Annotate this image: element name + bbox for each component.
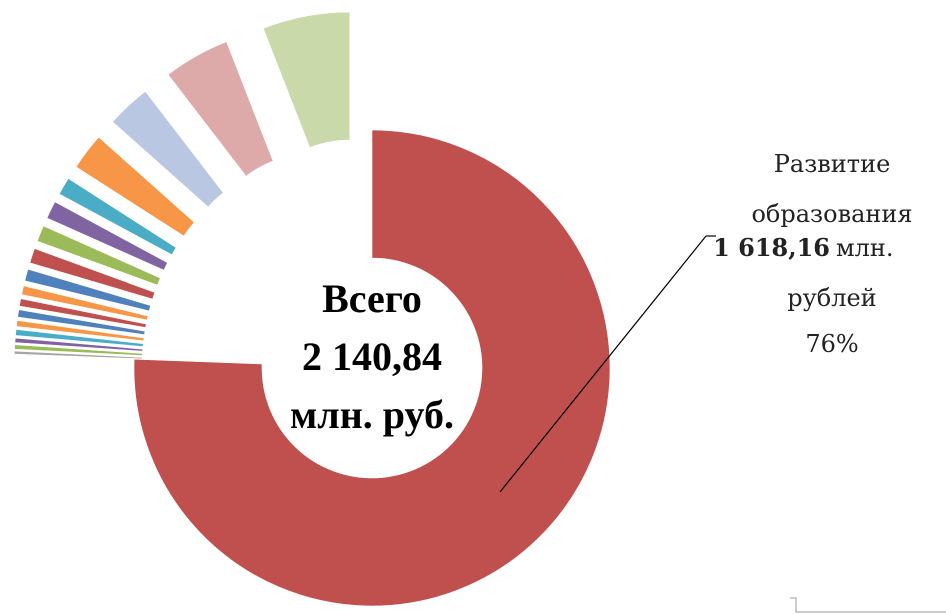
- slice: [24, 268, 152, 312]
- slice: [75, 136, 195, 237]
- slice: [15, 329, 144, 347]
- center-label: 2 140,84: [302, 334, 442, 379]
- value-label: 1 618,16: [713, 233, 830, 262]
- leader-line: [499, 235, 707, 493]
- slice-label: Развитие образования: [751, 150, 912, 228]
- slice: [17, 309, 146, 335]
- slice: [29, 248, 156, 300]
- category-label: образования: [751, 200, 912, 228]
- percent-label: 76%: [805, 330, 858, 358]
- decoration: [790, 597, 946, 613]
- slice: [58, 178, 177, 256]
- slice: [36, 225, 161, 286]
- slice: [133, 129, 611, 607]
- slice: [262, 11, 351, 148]
- center-label: Всего: [322, 276, 422, 321]
- unit-label: млн. рублей: [787, 234, 893, 312]
- slices: [13, 11, 611, 607]
- center-label: млн. руб.: [290, 392, 454, 437]
- slice: [21, 285, 149, 321]
- slice: [167, 41, 274, 177]
- category-label: Развитие: [774, 150, 891, 178]
- value-label: 1 618,16: [713, 233, 830, 262]
- slice: [13, 350, 143, 360]
- slice: [14, 337, 144, 352]
- unit-label: млн.: [836, 234, 894, 262]
- slice: [46, 201, 168, 271]
- slice: [112, 90, 224, 208]
- slice: [14, 344, 143, 356]
- slice: [16, 320, 145, 342]
- slice: [19, 298, 147, 328]
- unit-label: рублей: [787, 284, 876, 312]
